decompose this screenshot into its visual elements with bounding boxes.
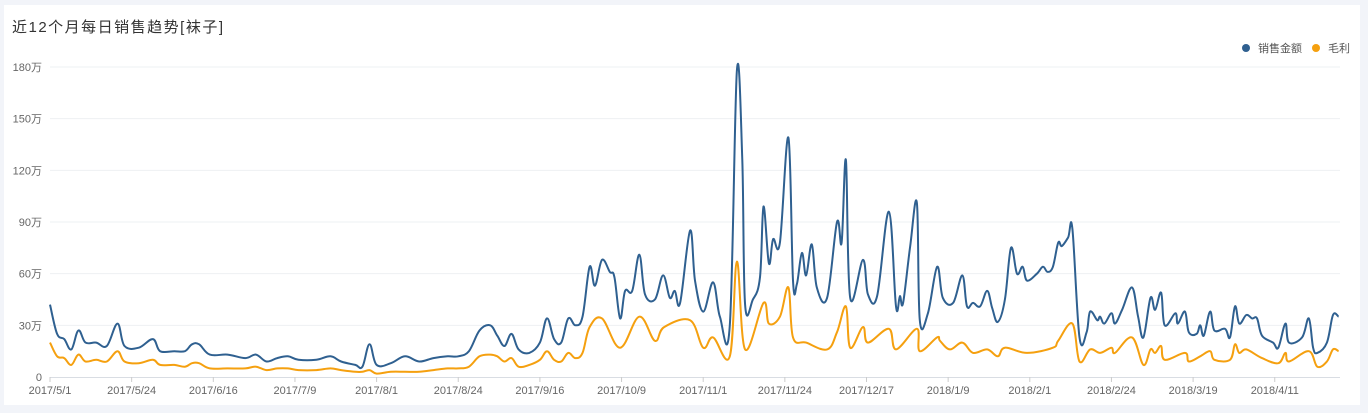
- legend-dot-sales-icon: [1242, 44, 1250, 52]
- chart-title: 近12个月每日销售趋势[袜子]: [12, 19, 225, 36]
- y-tick-label: 60万: [19, 269, 42, 281]
- legend-item-sales[interactable]: 销售金额: [1242, 40, 1302, 56]
- x-tick-label: 2017/6/16: [189, 385, 238, 397]
- x-tick-label: 2017/8/1: [355, 385, 398, 397]
- x-tick-label: 2018/3/19: [1169, 385, 1218, 397]
- x-tick-label: 2017/5/24: [107, 385, 156, 397]
- y-tick-label: 30万: [19, 320, 42, 332]
- x-tick-label: 2017/12/17: [839, 385, 894, 397]
- legend-item-profit[interactable]: 毛利: [1312, 40, 1350, 56]
- x-tick-label: 2018/2/24: [1087, 385, 1136, 397]
- y-tick-label: 120万: [13, 165, 42, 177]
- x-tick-label: 2018/2/1: [1008, 385, 1051, 397]
- x-tick-label: 2017/7/9: [274, 385, 317, 397]
- y-tick-label: 150万: [13, 114, 42, 126]
- x-tick-label: 2017/8/24: [434, 385, 483, 397]
- y-tick-label: 0: [36, 372, 42, 384]
- legend-dot-profit-icon: [1312, 44, 1320, 52]
- x-tick-label: 2017/9/16: [515, 385, 564, 397]
- legend-label-profit: 毛利: [1328, 43, 1350, 55]
- y-tick-label: 180万: [13, 62, 42, 74]
- legend: 销售金额 毛利: [1232, 40, 1350, 56]
- x-tick-label: 2018/1/9: [927, 385, 970, 397]
- x-tick-label: 2017/5/1: [29, 385, 72, 397]
- x-tick-label: 2017/11/24: [758, 385, 812, 397]
- series-line-sales: [49, 62, 1340, 370]
- x-tick-label: 2017/10/9: [597, 385, 646, 397]
- x-tick-label: 2018/4/11: [1251, 385, 1299, 397]
- legend-label-sales: 销售金额: [1258, 43, 1302, 55]
- y-tick-label: 90万: [19, 217, 42, 229]
- series-line-profit: [49, 260, 1340, 375]
- x-tick-label: 2017/11/1: [679, 385, 727, 397]
